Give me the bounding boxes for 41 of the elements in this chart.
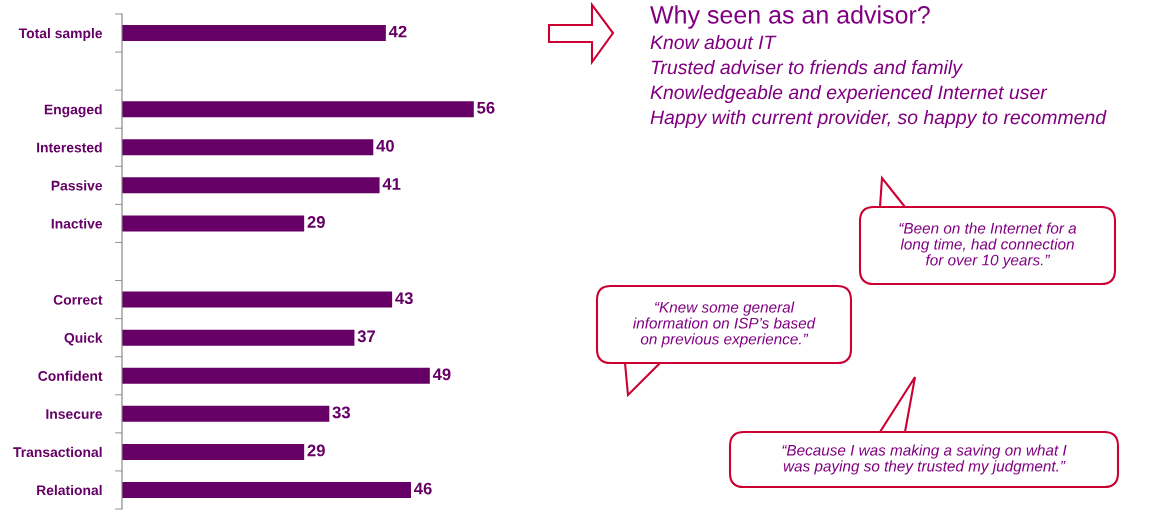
bar — [122, 367, 430, 384]
bar — [122, 405, 330, 422]
bar — [122, 481, 411, 498]
data-label: 42 — [388, 25, 407, 38]
y-tick-label: Relational — [37, 484, 102, 496]
text: Knowledgeable and experienced Internet user — [650, 84, 1048, 104]
data-label: 56 — [477, 101, 495, 114]
data-label: 29 — [307, 216, 325, 228]
data-label: 43 — [395, 292, 413, 305]
data-label: 46 — [414, 482, 432, 495]
bar — [122, 443, 305, 460]
y-tick-label: Passive — [51, 180, 103, 191]
bar — [122, 329, 355, 346]
bar — [122, 139, 374, 156]
text: Know about IT — [650, 34, 777, 50]
bar — [122, 215, 305, 232]
text: “Been on the Internet for a long time, had connection for over 10 years.” — [899, 222, 1077, 269]
data-label: 33 — [332, 406, 351, 419]
bar — [122, 101, 474, 118]
text: Why seen as an advisor? — [650, 5, 930, 29]
bar — [122, 291, 393, 308]
y-tick-label: Inactive — [51, 218, 103, 229]
data-label: 49 — [432, 368, 451, 381]
text: “Knew some general information on ISP’s based on previous experience.” — [633, 301, 816, 348]
y-tick-label: Quick — [64, 332, 103, 346]
data-label: 41 — [382, 178, 401, 190]
y-tick-label: Engaged — [44, 104, 102, 118]
y-tick-label: Insecure — [46, 409, 103, 419]
text: “Because I was making a saving on what I was paying so they trusted my judgment.” — [782, 444, 1067, 475]
y-tick-label: Transactional — [13, 446, 102, 458]
bar — [122, 177, 380, 194]
data-label: 29 — [307, 444, 325, 457]
y-tick-label: Total sample — [18, 28, 103, 41]
data-label: 40 — [376, 139, 394, 152]
y-tick-label: Confident — [38, 370, 103, 381]
text: Trusted adviser to friends and family — [651, 59, 963, 79]
data-label: 37 — [357, 330, 376, 343]
bar — [122, 25, 386, 42]
y-tick-label: Correct — [53, 294, 103, 305]
y-tick-label: Interested — [37, 142, 102, 153]
text: Happy with current provider, so happy to recommend — [650, 109, 1107, 129]
